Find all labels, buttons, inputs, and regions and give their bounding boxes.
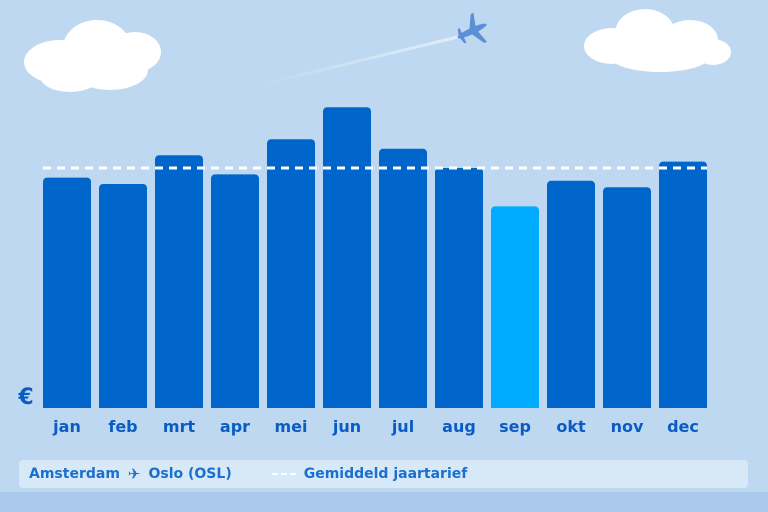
- bar-mei: [267, 139, 315, 412]
- x-tick-label-mei: mei: [274, 417, 307, 436]
- euro-axis-symbol: €: [17, 385, 33, 410]
- x-tick-label-jan: jan: [52, 417, 81, 436]
- baseline-mask: [0, 408, 768, 414]
- airplane-icon: ✈: [127, 465, 141, 483]
- x-tick-label-sep: sep: [499, 417, 531, 436]
- x-tick-label-feb: feb: [108, 417, 137, 436]
- x-tick-label-jun: jun: [332, 417, 361, 436]
- legend-destination: Oslo (OSL): [148, 466, 232, 482]
- x-tick-label-aug: aug: [442, 417, 476, 436]
- x-tick-label-okt: okt: [556, 417, 586, 436]
- bar-okt: [547, 180, 595, 412]
- bar-aug: [435, 168, 483, 412]
- legend-average: Gemiddeld jaartarief: [271, 466, 468, 482]
- bar-jul: [379, 148, 427, 413]
- legend-route: Amsterdam ✈ Oslo (OSL): [29, 465, 232, 483]
- legend-average-label: Gemiddeld jaartarief: [303, 466, 468, 482]
- bar-sep: [491, 206, 539, 412]
- bar-jan: [43, 177, 91, 412]
- x-tick-label-nov: nov: [611, 417, 644, 436]
- bar-apr: [211, 174, 259, 412]
- x-tick-label-dec: dec: [667, 417, 699, 436]
- bar-dec: [659, 161, 707, 412]
- dashed-line-icon: [271, 473, 296, 475]
- legend-origin: Amsterdam: [29, 466, 120, 482]
- bar-nov: [603, 187, 651, 412]
- legend-bar: Amsterdam ✈ Oslo (OSL) Gemiddeld jaartar…: [19, 460, 748, 488]
- bottom-strip: [0, 492, 768, 512]
- x-tick-label-mrt: mrt: [163, 417, 196, 436]
- bars-group: [0, 107, 768, 414]
- bar-jun: [323, 107, 371, 412]
- cloud-icon: [584, 9, 731, 72]
- airplane-icon: [457, 12, 487, 44]
- x-tick-label-jul: jul: [391, 417, 414, 436]
- bar-feb: [99, 184, 147, 412]
- tick-labels-group: jan feb mrt apr mei jun jul aug sep okt nov dec: [52, 417, 699, 436]
- cloud-icon: [24, 20, 161, 92]
- contrail: [253, 34, 464, 88]
- x-tick-label-apr: apr: [220, 417, 250, 436]
- bar-mrt: [155, 155, 203, 412]
